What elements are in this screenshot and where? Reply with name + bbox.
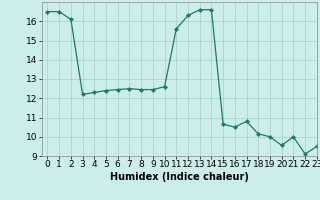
X-axis label: Humidex (Indice chaleur): Humidex (Indice chaleur) — [110, 172, 249, 182]
